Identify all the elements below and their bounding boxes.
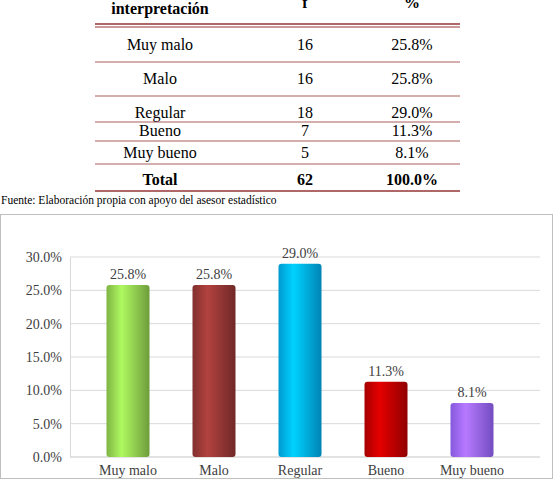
table-rule [95, 141, 460, 142]
table-cell: 7 [301, 122, 309, 139]
table-cell: Muy bueno [123, 144, 196, 162]
y-tick: 20.0% [26, 317, 70, 332]
table-rule [95, 96, 460, 97]
y-tick: 0.0% [33, 450, 70, 465]
y-tick: 15.0% [26, 350, 70, 365]
table-cell: 8.1% [395, 144, 428, 161]
data-label: 29.0% [282, 246, 319, 261]
y-tick-label: 15.0% [26, 350, 63, 365]
chart-frame [1, 215, 553, 479]
source-note: Fuente: Elaboración propia con apoyo del… [1, 194, 277, 207]
x-tick-label: Bueno [368, 463, 405, 478]
data-label: 11.3% [368, 364, 404, 379]
y-tick: 25.0% [26, 283, 70, 298]
table-cell: 25.8% [391, 70, 432, 87]
x-axis: Muy malo Malo Regular Bueno Muy bueno [70, 457, 540, 478]
y-tick: 5.0% [33, 417, 70, 432]
data-label: 25.8% [110, 267, 147, 282]
y-axis: 0.0% 5.0% 10.0% 15.0% 20.0% 25.0% 30.0% [26, 250, 71, 465]
x-tick-label: Muy bueno [440, 463, 504, 478]
y-tick-label: 25.0% [26, 283, 63, 298]
bar [193, 285, 236, 457]
table-cell: Muy malo [127, 36, 193, 54]
y-tick: 10.0% [26, 383, 70, 398]
table-cell: 29.0% [391, 104, 432, 121]
table-cell: Bueno [139, 122, 181, 139]
bars [107, 264, 494, 457]
x-tick-label: Malo [199, 463, 229, 478]
table-header: % [404, 0, 420, 11]
grid [70, 257, 540, 457]
table-header: f [302, 0, 308, 11]
table-cell: 18 [297, 104, 313, 121]
y-tick: 30.0% [26, 250, 70, 265]
table-rule [95, 190, 460, 192]
data-labels: 25.8% 25.8% 29.0% 11.3% 8.1% [110, 246, 487, 400]
x-tick-label: Muy malo [99, 463, 157, 478]
x-tick-label: Regular [278, 463, 323, 478]
y-tick-label: 5.0% [33, 417, 63, 432]
bar [107, 285, 150, 457]
table-total-cell: 100.0% [386, 171, 438, 188]
page: interpretación f% Muy malo 16 25.8% Malo 16 25.… [0, 0, 558, 480]
x-tick: Bueno [368, 457, 405, 478]
x-tick: Muy malo [99, 457, 157, 478]
table: interpretación f% Muy malo 16 25.8% Malo 16 25.… [95, 0, 460, 191]
x-tick: Muy bueno [440, 457, 504, 478]
y-tick-label: 20.0% [26, 317, 63, 332]
table-rule [95, 62, 460, 63]
table-header: interpretación [111, 0, 209, 18]
table-cell: 25.8% [391, 36, 432, 53]
y-tick-label: 30.0% [26, 250, 63, 265]
table-cell: Malo [143, 70, 177, 87]
y-axis-line [70, 258, 71, 458]
table-cell: 16 [297, 36, 313, 53]
table-rule [95, 164, 460, 165]
x-tick: Regular [278, 457, 323, 478]
table-total-cell: Total [143, 171, 179, 188]
table-cell: Regular [135, 104, 186, 122]
table-rule [95, 23, 460, 25]
data-label: 8.1% [457, 385, 487, 400]
table-total-cell: 62 [297, 171, 313, 188]
x-tick: Malo [199, 457, 229, 478]
data-label: 25.8% [196, 267, 233, 282]
bar [279, 264, 322, 457]
y-tick-label: 10.0% [26, 383, 63, 398]
table-cell: 16 [297, 70, 313, 87]
bar [451, 403, 494, 457]
y-tick-label: 0.0% [33, 450, 63, 465]
table-cell: 11.3% [392, 122, 433, 139]
table-rule [95, 27, 460, 28]
table-cell: 5 [301, 144, 309, 161]
bar [365, 382, 408, 457]
